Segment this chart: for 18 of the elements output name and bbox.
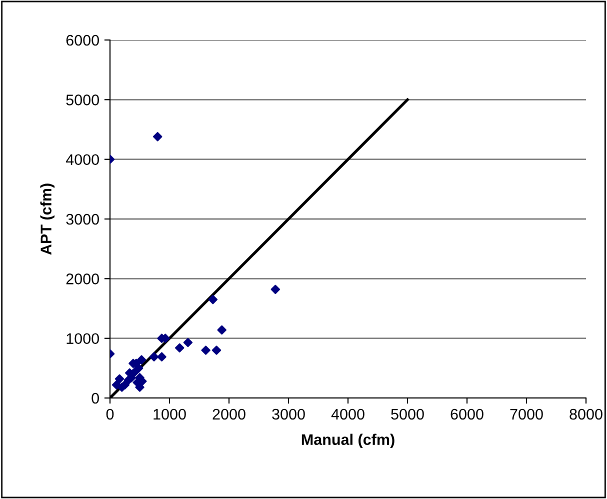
y-tick-label: 2000 [66,274,99,284]
y-tick-label: 1000 [66,333,99,344]
x-tick-label: 1000 [154,408,186,420]
y-tick-label: 6000 [66,34,99,46]
x-tick-label: 7000 [510,408,543,420]
x-tick-label: 6000 [450,408,484,420]
y-tick-label: 0 [92,392,99,404]
x-tick-label: 3000 [272,408,305,420]
x-axis-title: Manual (cfm) [302,434,394,448]
y-tick-label: 5000 [66,94,99,106]
x-tick-label: 5000 [391,408,424,420]
y-tick-label: 3000 [66,214,99,225]
x-tick-label: 4000 [331,408,364,420]
x-tick-label: 8000 [570,408,602,420]
x-tick-label: 2000 [212,408,246,420]
y-tick-label: 4000 [66,154,99,166]
x-tick-label: 0 [106,408,114,420]
y-axis-title: APT (cfm) [40,184,54,255]
